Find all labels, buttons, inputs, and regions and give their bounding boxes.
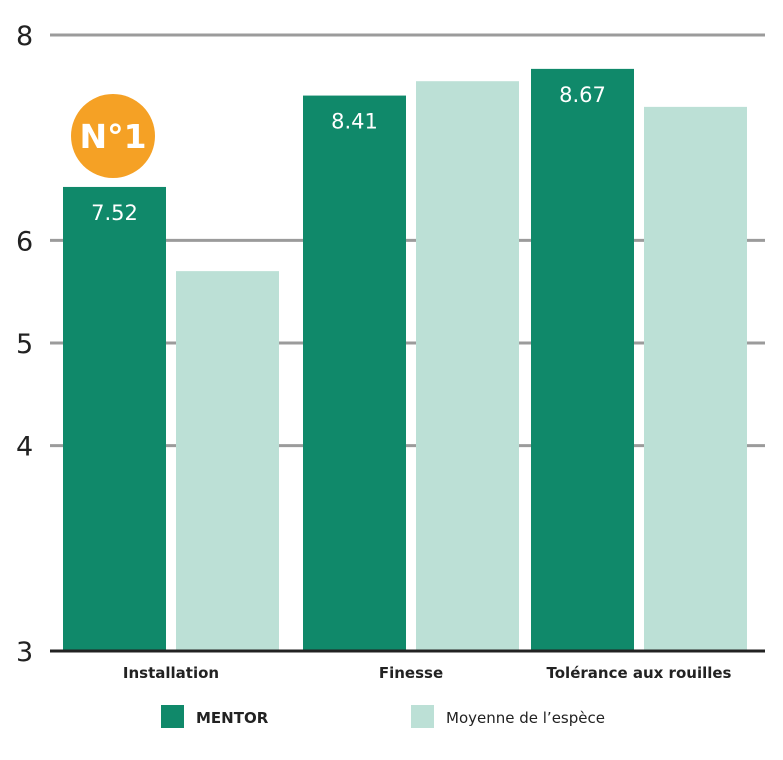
y-axis-ticks: 3 4 5 6 8 [16, 21, 33, 668]
legend-label-species-average: Moyenne de l’espèce [446, 709, 605, 727]
y-tick-label: 8 [16, 21, 33, 52]
badge-text: N°1 [79, 117, 146, 156]
legend-item-species-average: Moyenne de l’espèce [411, 705, 605, 728]
data-labels: 7.52 8.41 8.67 [91, 83, 606, 225]
x-axis-categories: Installation Finesse Tolérance aux rouille… [123, 664, 732, 682]
x-category-label: Finesse [379, 664, 443, 682]
x-category-label: Installation [123, 664, 219, 682]
y-tick-label: 3 [16, 637, 33, 668]
rank-badge: N°1 [71, 94, 155, 178]
badge-circle [71, 94, 155, 178]
bar [303, 95, 406, 651]
legend-item-mentor: MENTOR [161, 705, 269, 728]
bar-value-label: 7.52 [91, 201, 138, 225]
x-category-label: Tolérance aux rouilles [547, 664, 732, 682]
bars [63, 68, 747, 652]
bar-value-label: 8.67 [559, 83, 606, 107]
legend-swatch-species-average [411, 705, 434, 728]
bar [63, 186, 166, 652]
bar-value-label: 8.41 [331, 110, 378, 134]
y-tick-label: 6 [16, 226, 33, 257]
y-tick-label: 4 [16, 432, 33, 463]
legend-label-mentor: MENTOR [196, 709, 269, 727]
legend-swatch-mentor [161, 705, 184, 728]
legend: MENTOR Moyenne de l’espèce [161, 705, 605, 728]
bar [416, 81, 519, 651]
bar [176, 271, 279, 651]
y-tick-label: 5 [16, 329, 33, 360]
bar [644, 106, 747, 651]
bar [531, 68, 634, 651]
